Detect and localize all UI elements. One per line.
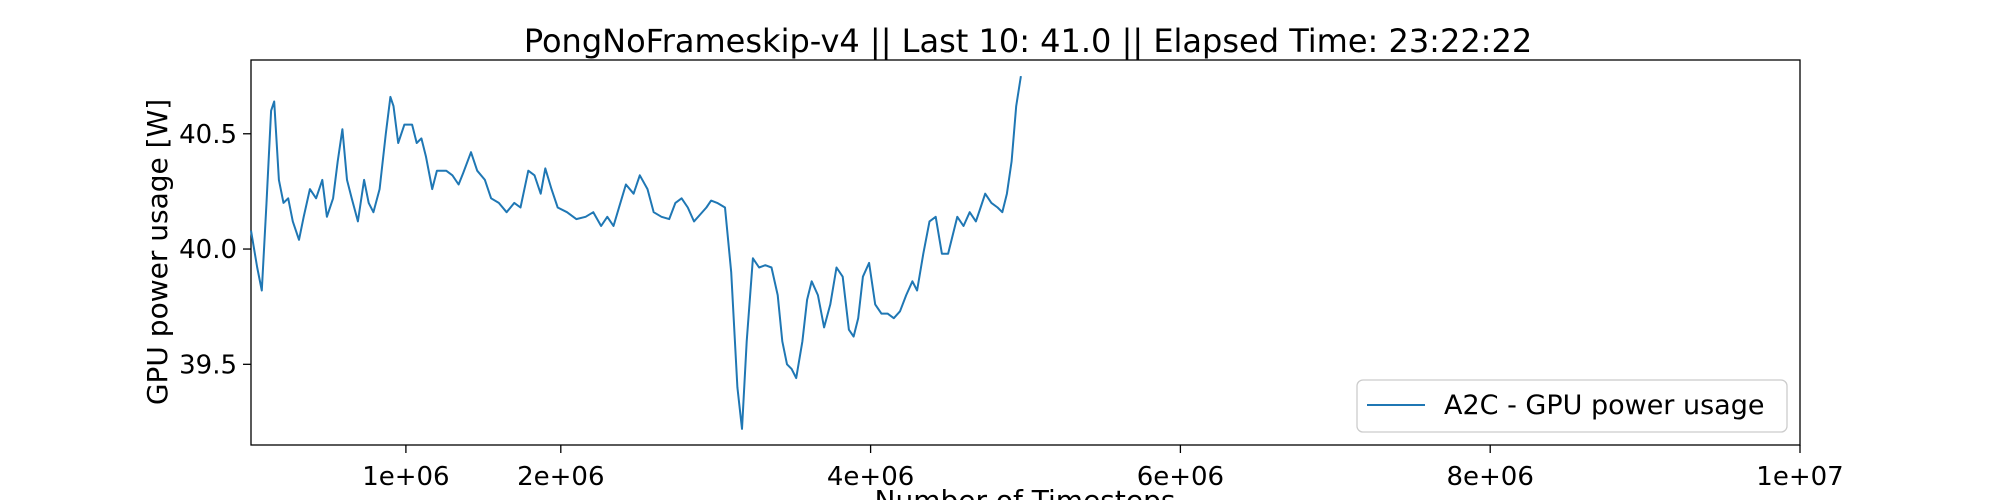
- x-tick-label: 2e+06: [517, 462, 604, 492]
- x-tick-label: 8e+06: [1446, 462, 1533, 492]
- legend: A2C - GPU power usage: [1356, 379, 1788, 433]
- chart-title: PongNoFrameskip-v4 || Last 10: 41.0 || E…: [524, 22, 1532, 60]
- x-axis: 1e+06 2e+06 4e+06 6e+06 8e+06 1e+07: [362, 445, 1844, 492]
- x-tick-label: 4e+06: [827, 462, 914, 492]
- x-tick-label: 6e+06: [1137, 462, 1224, 492]
- series-layer: [250, 75, 1022, 430]
- x-axis-label: Number of Timesteps: [875, 484, 1176, 500]
- legend-box: [1356, 379, 1788, 433]
- y-axis: 39.5 40.0 40.5: [179, 120, 251, 380]
- series-line-a2c-gpu-power: [250, 75, 1022, 430]
- x-tick-label: 1e+07: [1756, 462, 1843, 492]
- y-tick-label: 40.0: [179, 235, 237, 265]
- plot-area: [250, 59, 1801, 446]
- y-tick-label: 40.5: [179, 120, 237, 150]
- y-axis-label: GPU power usage [W]: [141, 99, 174, 405]
- legend-series-label: A2C - GPU power usage: [1444, 390, 1764, 421]
- plot-frame: [250, 59, 1801, 446]
- x-tick-label: 1e+06: [362, 462, 449, 492]
- y-tick-label: 39.5: [179, 350, 237, 380]
